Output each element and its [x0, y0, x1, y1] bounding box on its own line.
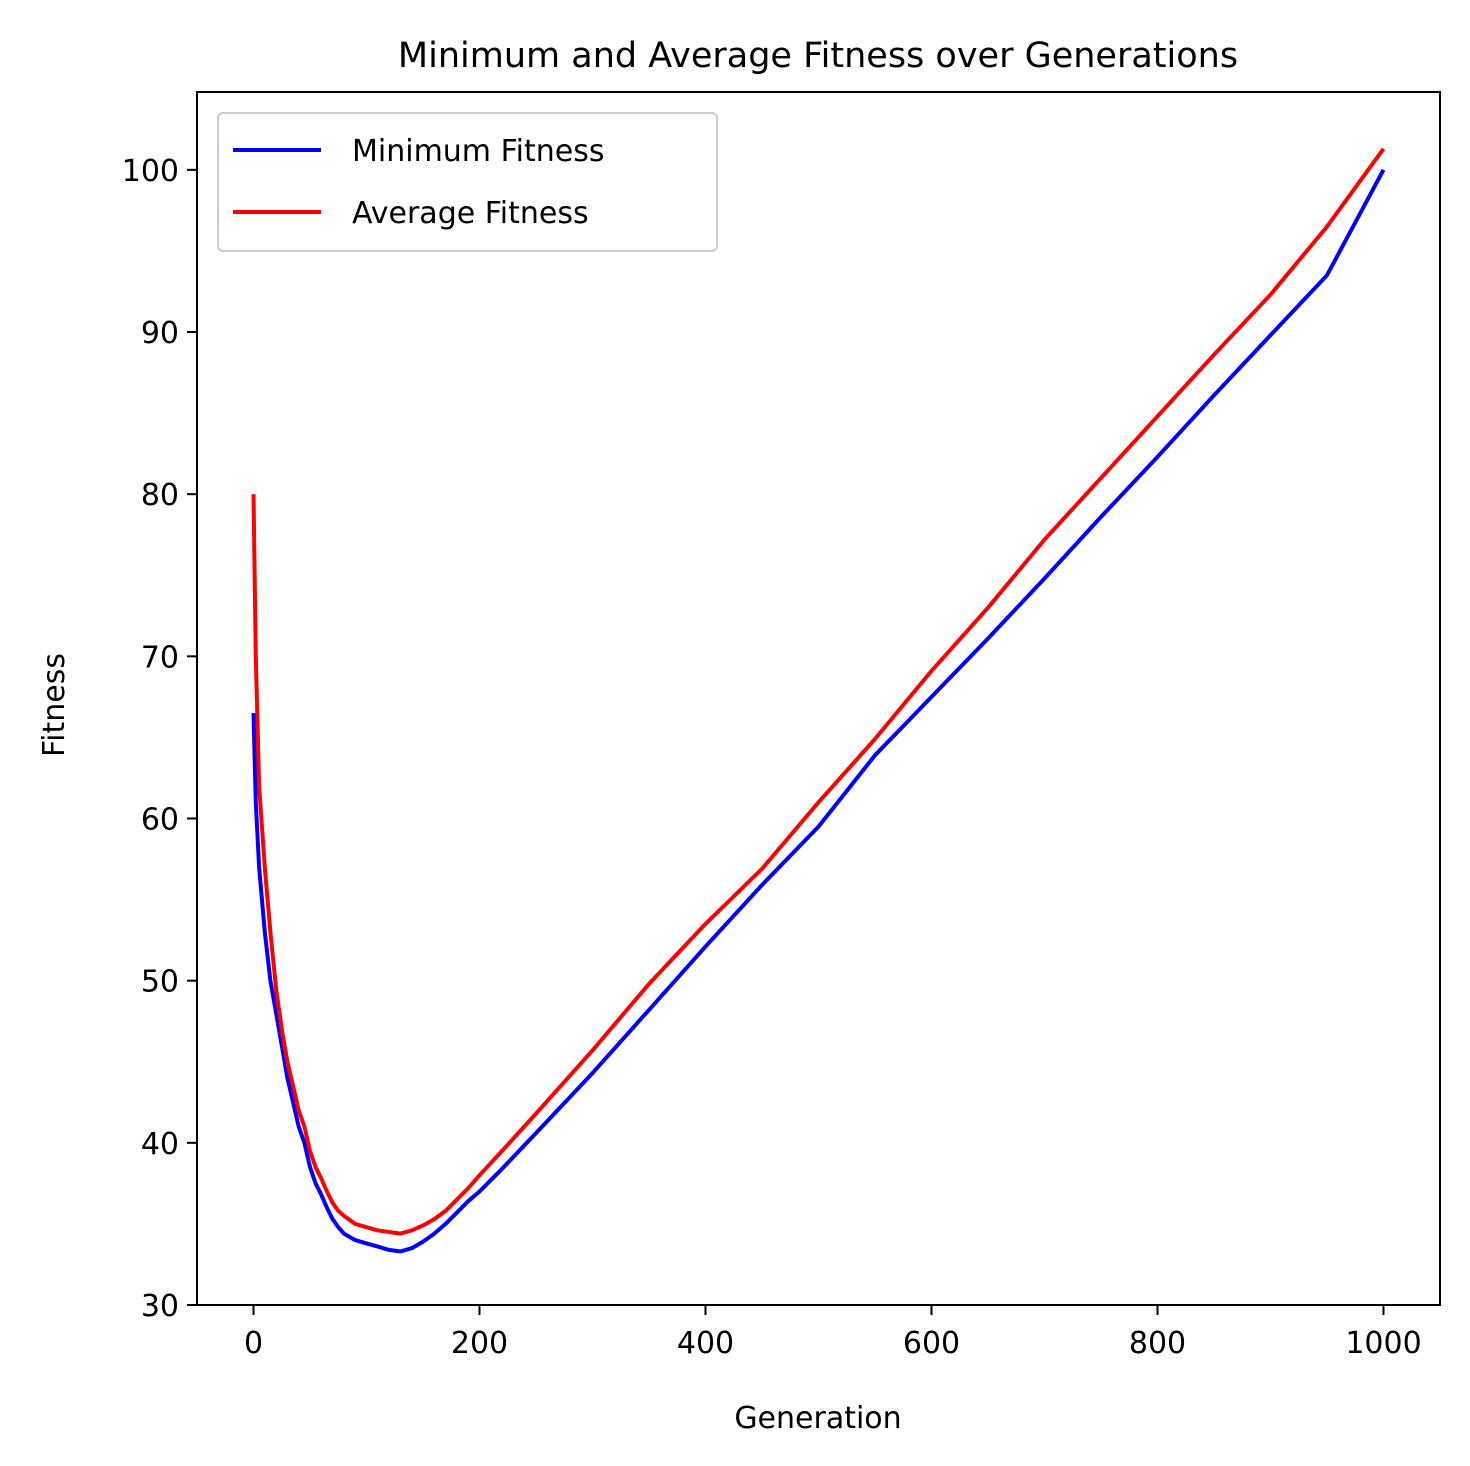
- axes-frame: [196, 91, 1441, 1306]
- legend-label-average: Average Fitness: [352, 196, 589, 231]
- series-layer: [251, 147, 1386, 1254]
- x-tick-label: 0: [244, 1326, 263, 1361]
- y-tick-label: 60: [141, 803, 179, 838]
- y-tick-label: 40: [141, 1127, 179, 1162]
- legend: Minimum Fitness Average Fitness: [217, 112, 718, 252]
- series-line-average-fitness: [251, 147, 1386, 1236]
- y-tick-label: 90: [141, 316, 179, 351]
- plot-area: [196, 91, 1441, 1306]
- x-axis-ticks: 0 200 400 600 800 1000: [244, 1305, 1422, 1361]
- x-tick-label: 400: [677, 1326, 734, 1361]
- x-tick-label: 200: [451, 1326, 508, 1361]
- y-tick-label: 30: [141, 1289, 179, 1324]
- y-tick-label: 50: [141, 965, 179, 1000]
- x-axis-label: Generation: [734, 1401, 901, 1436]
- y-axis-label: Fitness: [37, 653, 72, 757]
- y-tick-label: 80: [141, 478, 179, 513]
- y-tick-label: 70: [141, 640, 179, 675]
- x-tick-label: 1000: [1345, 1326, 1421, 1361]
- x-tick-label: 800: [1129, 1326, 1186, 1361]
- chart-title: Minimum and Average Fitness over Generat…: [398, 36, 1238, 76]
- series-line-minimum-fitness: [251, 168, 1386, 1254]
- x-tick-label: 600: [903, 1326, 960, 1361]
- legend-label-minimum: Minimum Fitness: [352, 134, 604, 169]
- y-tick-label: 100: [122, 154, 179, 189]
- legend-box: [217, 112, 718, 252]
- y-axis-ticks: 30 40 50 60 70 80 90 100: [122, 154, 197, 1324]
